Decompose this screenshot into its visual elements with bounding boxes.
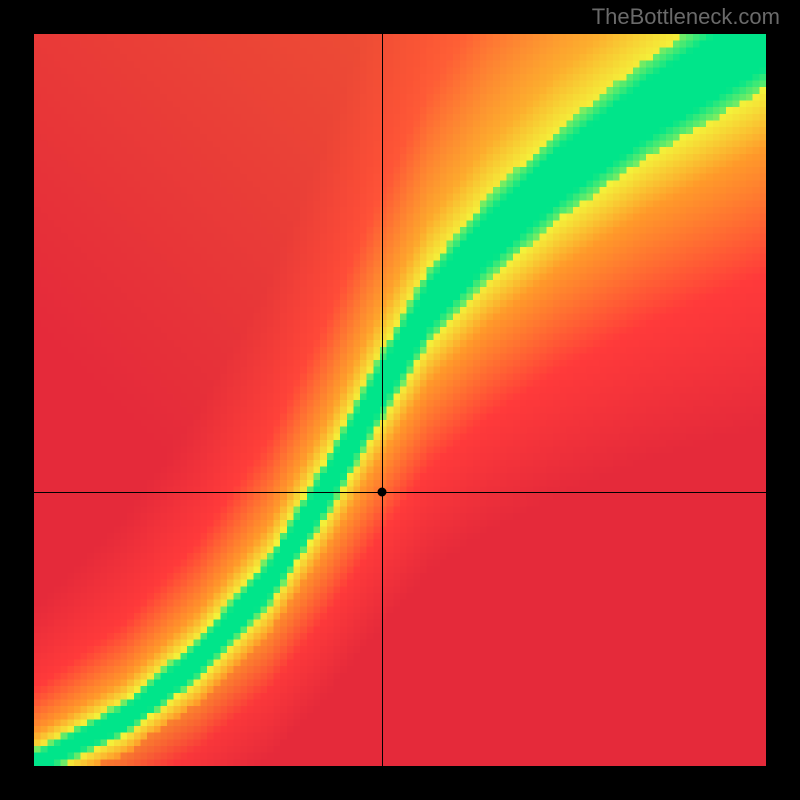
plot-area [34, 34, 766, 766]
crosshair-horizontal [34, 492, 766, 493]
crosshair-marker [377, 487, 386, 496]
crosshair-vertical [382, 34, 383, 766]
heatmap-canvas [34, 34, 766, 766]
watermark-text: TheBottleneck.com [592, 4, 780, 30]
chart-container: TheBottleneck.com [0, 0, 800, 800]
